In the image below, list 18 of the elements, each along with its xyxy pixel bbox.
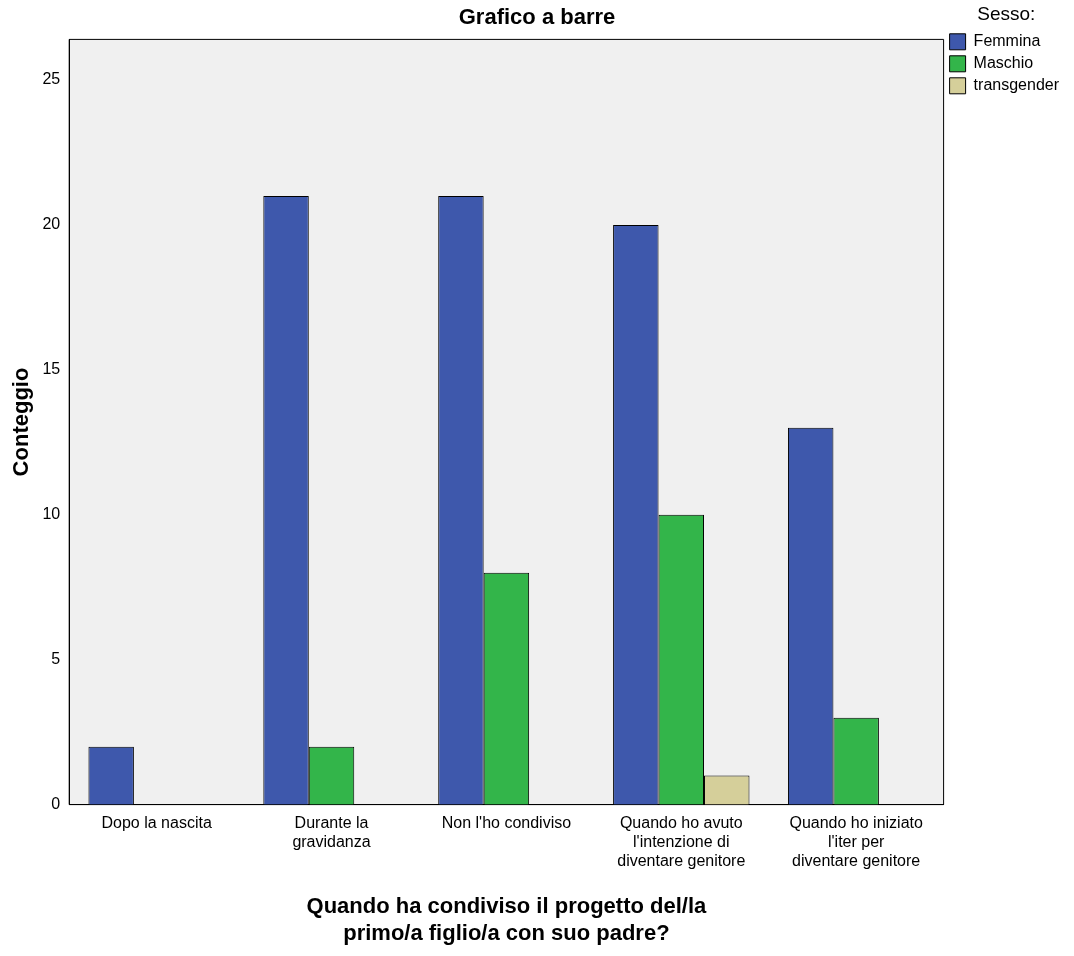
y-tick-label: 20 bbox=[42, 215, 61, 233]
y-tick-label: 10 bbox=[42, 505, 61, 523]
legend-label: transgender bbox=[973, 76, 1060, 94]
legend-label: Maschio bbox=[973, 54, 1034, 72]
y-axis-title: Conteggio bbox=[8, 367, 34, 477]
y-tick-label: 5 bbox=[51, 650, 61, 668]
legend-label: Femmina bbox=[973, 32, 1041, 50]
x-axis-title: Quando ha condiviso il progetto del/la primo/a figlio/a con suo padre? bbox=[306, 893, 708, 945]
y-tick-label: 25 bbox=[42, 70, 61, 88]
x-tick-label: Quando ho iniziato l'iter per diventare genitore bbox=[789, 813, 923, 870]
y-tick-label: 0 bbox=[51, 795, 61, 813]
legend-title: Sesso: bbox=[977, 2, 1036, 24]
x-tick-label: Durante la gravidanza bbox=[292, 813, 371, 850]
x-tick-label: Non l'ho condiviso bbox=[441, 813, 572, 831]
x-tick-label: Dopo la nascita bbox=[101, 813, 212, 831]
chart-title: Grafico a barre bbox=[458, 4, 616, 30]
x-tick-label: Quando ho avuto l'intenzione di diventare genitore bbox=[617, 813, 746, 870]
y-tick-label: 15 bbox=[42, 360, 61, 378]
